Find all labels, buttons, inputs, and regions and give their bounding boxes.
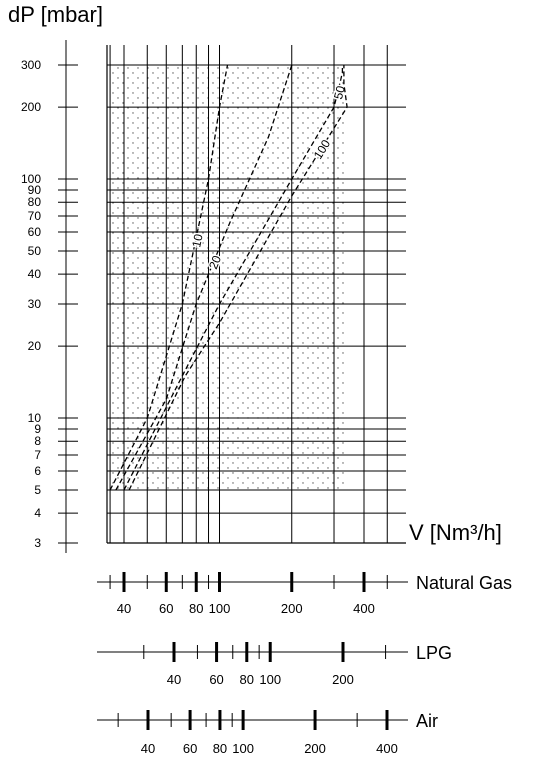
scale-name: Air — [416, 711, 438, 731]
y-tick-label: 300 — [21, 58, 41, 72]
y-tick-label: 30 — [28, 297, 42, 311]
y-tick-label: 20 — [28, 339, 42, 353]
scale-tick-label: 80 — [213, 741, 227, 756]
scale-tick-label: 400 — [376, 741, 398, 756]
scale-name: LPG — [416, 643, 452, 663]
y-tick-label: 6 — [34, 464, 41, 478]
scale-tick-label: 40 — [141, 741, 155, 756]
scale-name: Natural Gas — [416, 573, 512, 593]
scale-tick-label: 80 — [240, 672, 254, 687]
y-tick-label: 60 — [28, 225, 42, 239]
scale-tick-label: 40 — [167, 672, 181, 687]
scale-tick-label: 80 — [189, 601, 203, 616]
y-tick-label: 4 — [34, 506, 41, 520]
y-tick-label: 50 — [28, 244, 42, 258]
x-axis-label: V [Nm³/h] — [409, 520, 502, 545]
y-tick-label: 7 — [34, 448, 41, 462]
scale-tick-label: 60 — [159, 601, 173, 616]
scale-tick-label: 200 — [281, 601, 303, 616]
operating-region — [110, 65, 348, 490]
scale-tick-label: 40 — [117, 601, 131, 616]
curve-label-20: 20 — [206, 253, 224, 271]
scale-tick-label: 100 — [232, 741, 254, 756]
scale-tick-label: 100 — [259, 672, 281, 687]
curve-50 — [123, 65, 344, 491]
scale-tick-label: 200 — [332, 672, 354, 687]
curve-label-10: 10 — [189, 232, 206, 248]
y-tick-label: 70 — [28, 209, 42, 223]
y-tick-label: 90 — [28, 183, 42, 197]
curve-10 — [109, 64, 229, 491]
y-tick-label: 40 — [28, 267, 42, 281]
y-tick-label: 200 — [21, 100, 41, 114]
y-tick-label: 5 — [34, 483, 41, 497]
scale-tick-label: 60 — [209, 672, 223, 687]
y-tick-label: 9 — [34, 422, 41, 436]
scale-tick-label: 60 — [183, 741, 197, 756]
y-tick-label: 100 — [21, 172, 41, 186]
y-axis-label: dP [mbar] — [8, 2, 103, 27]
y-tick-label: 80 — [28, 195, 42, 209]
scale-tick-label: 200 — [304, 741, 326, 756]
y-tick-label: 10 — [28, 411, 42, 425]
y-tick-label: 8 — [34, 434, 41, 448]
scale-tick-label: 100 — [209, 601, 231, 616]
y-tick-label: 3 — [34, 536, 41, 550]
scale-tick-label: 400 — [353, 601, 375, 616]
curve-100 — [128, 65, 348, 491]
